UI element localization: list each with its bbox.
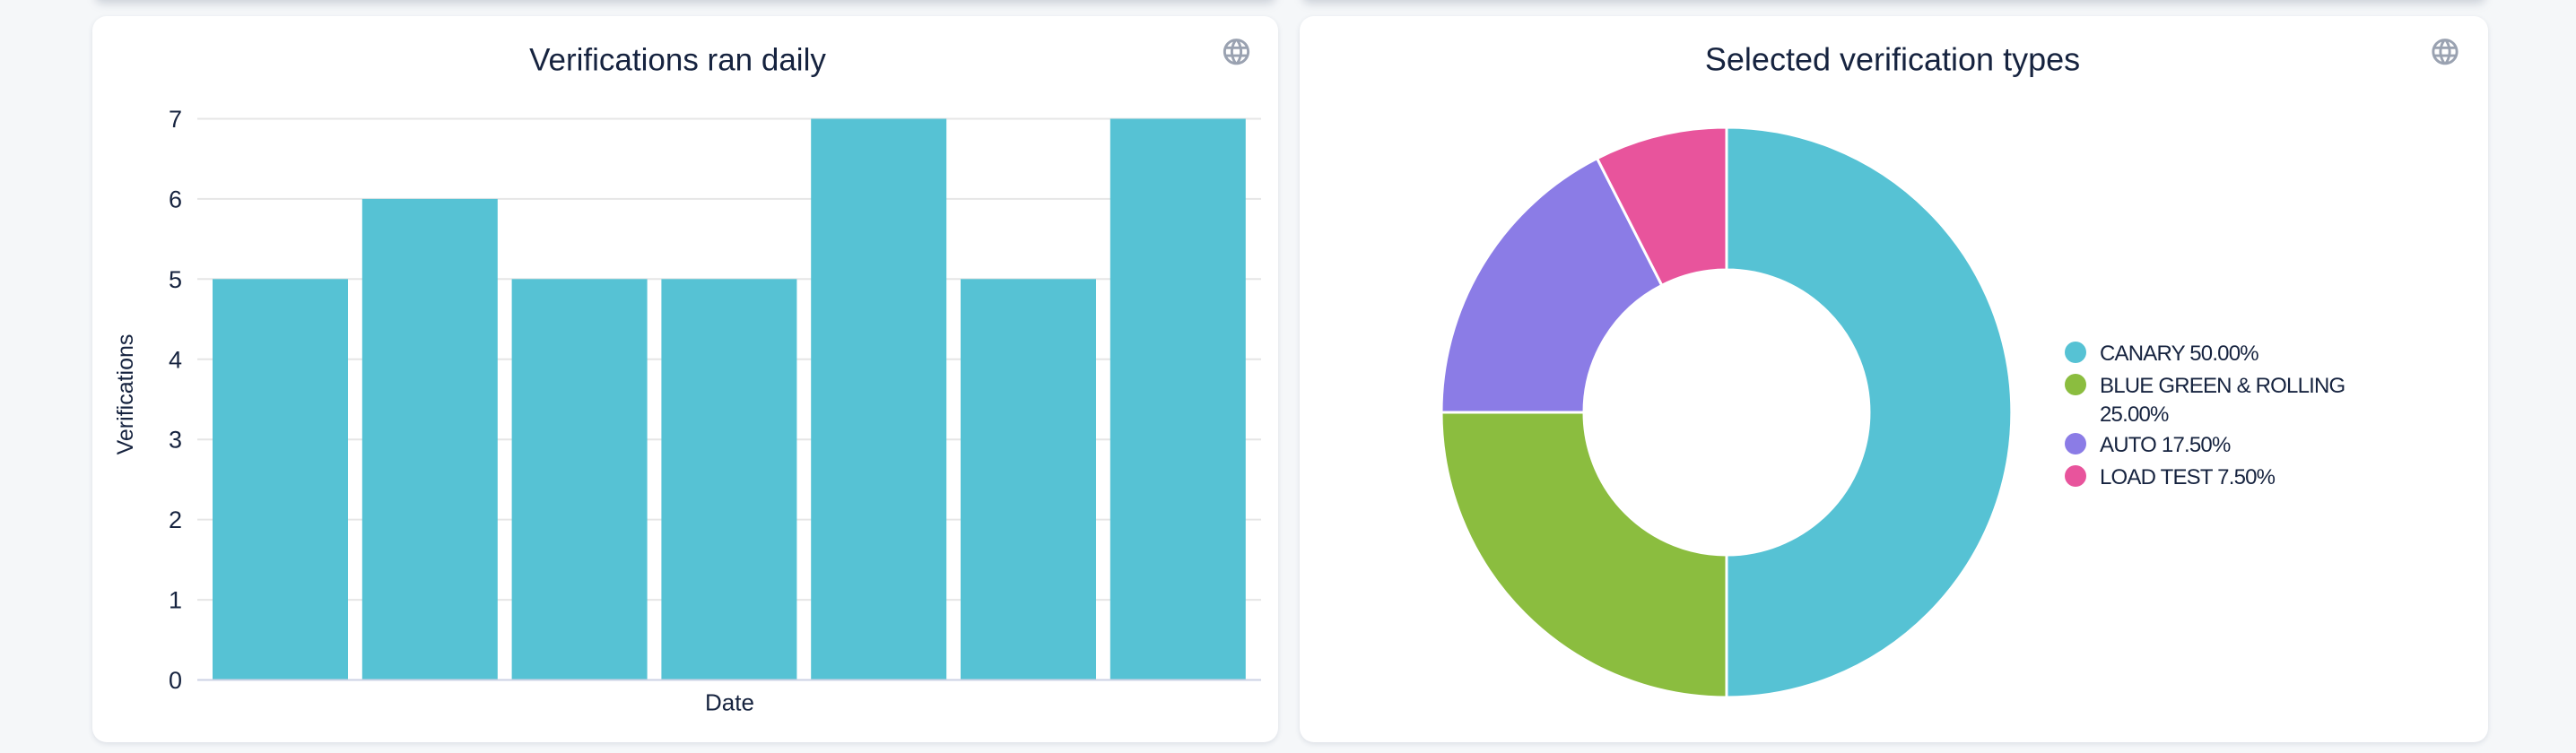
svg-text:Date: Date [705,689,754,716]
svg-text:3: 3 [169,427,182,454]
svg-text:4: 4 [169,346,182,373]
svg-text:Verifications ran daily: Verifications ran daily [529,43,826,78]
svg-text:0: 0 [169,667,182,694]
svg-text:CANARY 50.00%: CANARY 50.00% [2100,342,2258,366]
svg-text:BLUE GREEN & ROLLING: BLUE GREEN & ROLLING [2100,374,2345,398]
svg-text:Selected verification types: Selected verification types [1705,41,2080,78]
svg-text:LOAD TEST 7.50%: LOAD TEST 7.50% [2100,465,2276,489]
svg-text:25.00%: 25.00% [2100,402,2169,427]
svg-text:6: 6 [169,186,182,212]
svg-text:AUTO 17.50%: AUTO 17.50% [2100,433,2231,457]
svg-text:1: 1 [169,587,182,614]
svg-text:2: 2 [169,506,182,533]
svg-text:7: 7 [169,106,182,133]
svg-text:5: 5 [169,266,182,293]
svg-text:Verifications: Verifications [113,334,138,455]
